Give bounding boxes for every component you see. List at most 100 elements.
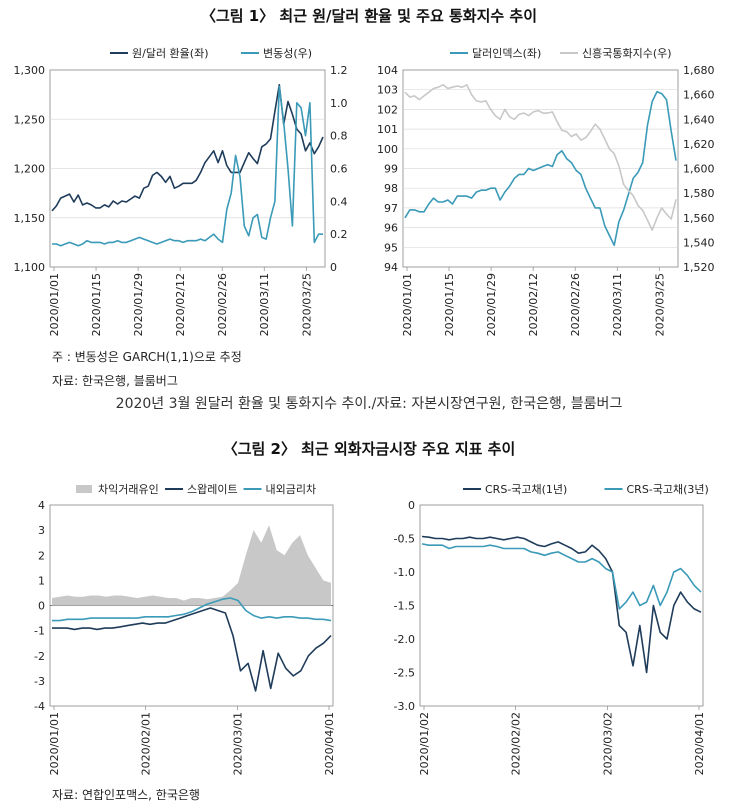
x-tick-label: 2020/03/01 (231, 712, 244, 775)
x-tick-label: 2020/02/26 (569, 273, 582, 336)
y-tick-label: 1,100 (14, 261, 46, 274)
area-series-0 (52, 525, 331, 606)
y-tick-label: 103 (377, 84, 398, 97)
y2-tick-label: 1.0 (330, 97, 348, 110)
x-tick-label: 2020/02/12 (527, 273, 540, 336)
y2-tick-label: 0.4 (330, 195, 348, 208)
y-tick-label: 95 (384, 241, 398, 254)
y2-tick-label: 1,580 (683, 187, 715, 200)
x-tick-label: 2020/03/11 (611, 273, 624, 336)
x-tick-label: 2020/02/26 (216, 273, 229, 336)
plot-frame (419, 504, 704, 707)
x-tick-label: 2020/02/12 (174, 273, 187, 336)
y2-tick-label: 1.2 (330, 64, 348, 77)
y2-tick-label: 1,620 (683, 138, 715, 151)
y-tick-label: -2 (34, 650, 45, 663)
legend-label: 내외금리차 (266, 483, 317, 496)
figure2-source: 자료: 연합인포맥스, 한국은행 (52, 788, 200, 802)
legend-label: CRS-국고채(1년) (485, 483, 567, 496)
legend-label: 원/달러 환율(좌) (132, 47, 209, 60)
y-tick-label: 1 (38, 574, 45, 587)
y-tick-label: -3 (34, 675, 45, 688)
y2-tick-label: 0.6 (330, 163, 348, 176)
y-tick-label: 1,150 (14, 212, 46, 225)
y-tick-label: 1,200 (14, 163, 46, 176)
y-tick-label: 101 (377, 123, 398, 136)
y-tick-label: 2 (38, 549, 45, 562)
legend-label: 변동성(우) (263, 47, 312, 60)
x-tick-label: 2020/01/01 (401, 273, 414, 336)
y-tick-label: -1.0 (394, 566, 415, 579)
y-tick-label: 1,300 (14, 64, 46, 77)
y-tick-label: 98 (384, 182, 398, 195)
y2-tick-label: 1,520 (683, 261, 715, 274)
y-tick-label: 97 (384, 202, 398, 215)
x-tick-label: 2020/02/02 (510, 712, 523, 775)
x-tick-label: 2020/01/15 (443, 273, 456, 336)
y-tick-label: 100 (377, 143, 398, 156)
y-tick-label: 0 (408, 499, 415, 512)
line-series-0 (51, 84, 324, 212)
y2-tick-label: 1,540 (683, 236, 715, 249)
y-tick-label: -1 (34, 625, 45, 638)
x-tick-label: 2020/01/02 (418, 712, 431, 775)
line-series-1 (52, 85, 323, 247)
y-tick-label: -2.5 (394, 667, 415, 680)
x-tick-label: 2020/03/02 (601, 712, 614, 775)
y-tick-label: 104 (377, 64, 398, 77)
y-tick-label: 99 (384, 163, 398, 176)
y-tick-label: -0.5 (394, 533, 415, 546)
y-tick-label: 94 (384, 261, 398, 274)
y-tick-label: -3.0 (394, 700, 415, 713)
line-series-1 (421, 543, 702, 610)
y2-tick-label: 0.8 (330, 130, 348, 143)
x-tick-label: 2020/01/29 (485, 273, 498, 336)
y-tick-label: 4 (38, 499, 45, 512)
y-tick-label: 0 (38, 600, 45, 613)
y-tick-label: -1.5 (394, 600, 415, 613)
line-series-2 (52, 597, 332, 622)
y-tick-label: 1,250 (14, 113, 46, 126)
legend-label: 차익거래유인 (98, 483, 159, 496)
x-tick-label: 2020/04/01 (323, 712, 336, 775)
y-tick-label: -4 (34, 700, 45, 713)
x-tick-label: 2020/03/11 (258, 273, 271, 336)
line-series-0 (404, 90, 677, 247)
y-tick-label: 96 (384, 222, 398, 235)
figure1-source: 자료: 한국은행, 블룸버그 (52, 374, 178, 388)
y2-tick-label: 1,560 (683, 212, 715, 225)
line-series-1 (404, 84, 677, 231)
figure1-note: 주 : 변동성은 GARCH(1,1)으로 추정 (52, 350, 242, 364)
y2-tick-label: 1,600 (683, 163, 715, 176)
legend-label: CRS-국고채(3년) (627, 483, 709, 496)
y2-tick-label: 0.2 (330, 228, 348, 241)
figure2-title: 〈그림 2〉 최근 외화자금시장 주요 지표 추이 (222, 440, 516, 458)
legend-label: 스왑레이트 (187, 483, 238, 496)
x-tick-label: 2020/01/29 (132, 273, 145, 336)
x-tick-label: 2020/04/01 (693, 712, 706, 775)
x-tick-label: 2020/02/01 (140, 712, 153, 775)
figure-caption: 2020년 3월 원달러 환율 및 통화지수 추이./자료: 자본시장연구원, … (115, 396, 623, 412)
figure1-title: 〈그림 1〉 최근 원/달러 환율 및 주요 통화지수 추이 (200, 7, 538, 25)
y2-tick-label: 1,640 (683, 113, 715, 126)
line-series-1 (52, 607, 332, 692)
y2-tick-label: 1,680 (683, 64, 715, 77)
legend-swatch (76, 485, 92, 493)
x-tick-label: 2020/03/25 (653, 273, 666, 336)
y-tick-label: 3 (38, 524, 45, 537)
x-tick-label: 2020/03/25 (300, 273, 313, 336)
y-tick-label: -2.0 (394, 633, 415, 646)
legend-label: 신흥국통화지수(우) (582, 46, 672, 60)
y2-tick-label: 0 (330, 261, 337, 274)
line-series-0 (421, 535, 702, 674)
x-tick-label: 2020/01/01 (48, 273, 61, 336)
x-tick-label: 2020/01/01 (48, 712, 61, 775)
y-tick-label: 102 (377, 103, 398, 116)
legend-label: 달러인덱스(좌) (472, 47, 541, 60)
x-tick-label: 2020/01/15 (90, 273, 103, 336)
y2-tick-label: 1,660 (683, 89, 715, 102)
